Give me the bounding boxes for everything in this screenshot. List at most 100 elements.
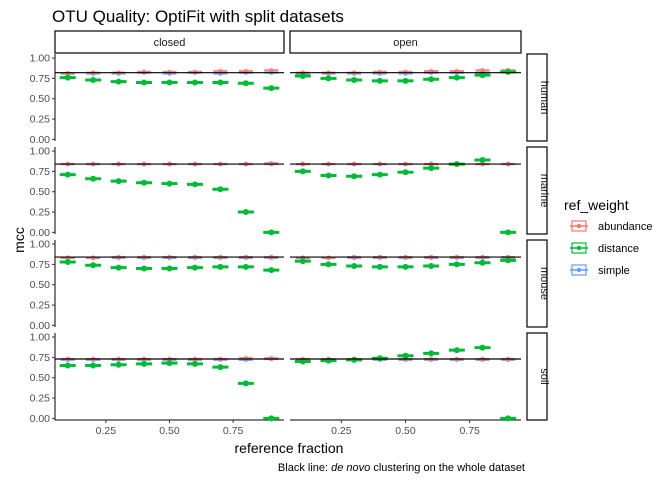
point-distance-dot: [64, 258, 71, 265]
y-tick-label: 1.00: [30, 332, 51, 344]
y-tick-label: 0.25: [30, 300, 51, 312]
legend-label-distance: distance: [598, 243, 639, 255]
point-distance-dot: [376, 171, 383, 178]
point-distance-dot: [299, 72, 306, 79]
point-distance-dot: [351, 77, 358, 84]
point-distance-dot: [141, 79, 148, 86]
x-axis-title: reference fraction: [235, 440, 344, 456]
caption-suffix: clustering on the whole dataset: [370, 462, 525, 474]
y-tick-label: 0.50: [30, 186, 51, 198]
point-distance-dot: [268, 415, 275, 422]
strip-row-soil: [526, 332, 548, 421]
legend-key-dot-abundance: [576, 223, 582, 229]
point-distance-dot: [90, 362, 97, 369]
point-distance-dot: [191, 264, 198, 271]
point-distance-dot: [505, 415, 512, 422]
strip-row-label-marine: marine: [538, 174, 550, 208]
x-tick-label: 0.50: [159, 425, 180, 437]
point-abundance-dot: [141, 69, 147, 75]
point-distance-dot: [115, 361, 122, 368]
y-axis-title: mcc: [11, 227, 27, 253]
caption: Black line: de novo clustering on the wh…: [278, 462, 525, 474]
point-distance-dot: [428, 350, 435, 357]
point-distance-dot: [428, 165, 435, 172]
strip-row-marine: [526, 146, 548, 235]
point-distance-dot: [90, 175, 97, 182]
panel-closed-soil: [55, 355, 284, 422]
point-distance-dot: [141, 179, 148, 186]
point-distance-dot: [402, 263, 409, 270]
point-distance-dot: [479, 72, 486, 79]
y-tick-label: 0.75: [30, 166, 51, 178]
strip-row-mouse: [526, 239, 548, 328]
x-tick-label: 0.75: [459, 425, 480, 437]
point-abundance-dot: [243, 355, 249, 361]
strip-row-label-soil: soil: [538, 368, 550, 385]
point-distance-dot: [505, 68, 512, 75]
panel-closed-human: [55, 67, 284, 92]
panel-open-marine: [290, 157, 521, 236]
legend-keys: abundance distance simple: [568, 217, 652, 279]
strip-col-label-closed: closed: [154, 37, 186, 49]
point-distance-dot: [64, 362, 71, 369]
point-distance-dot: [64, 74, 71, 81]
y-tick-label: 0.25: [30, 207, 51, 219]
point-distance-dot: [268, 85, 275, 92]
y-tick-label: 0.75: [30, 352, 51, 364]
legend: ref_weight abundance distance simple: [564, 197, 652, 279]
point-distance-dot: [217, 186, 224, 193]
point-distance-dot: [141, 265, 148, 272]
x-tick-label: 0.75: [223, 425, 244, 437]
legend-label-abundance: abundance: [598, 221, 652, 233]
point-distance-dot: [428, 76, 435, 83]
point-abundance-dot: [403, 69, 408, 75]
point-distance-dot: [242, 209, 249, 216]
point-distance-dot: [453, 74, 460, 81]
point-distance-dot: [90, 262, 97, 269]
point-abundance-dot: [90, 255, 96, 261]
legend-label-simple: simple: [598, 265, 630, 277]
point-distance-dot: [166, 265, 173, 272]
point-abundance-dot: [480, 67, 485, 73]
y-tick-label: 0.25: [30, 393, 51, 405]
point-distance-dot: [191, 360, 198, 367]
x-tick-label: 0.25: [96, 425, 117, 437]
panels-layer: closed open human marine mouse soil 0.00 0.25 0.…: [30, 30, 550, 437]
legend-title: ref_weight: [564, 197, 629, 213]
point-distance-dot: [191, 181, 198, 188]
legend-key-box-simple: [571, 264, 587, 276]
point-distance-dot: [325, 172, 332, 179]
strip-row-label-human: human: [538, 81, 550, 115]
panel-open-soil: [290, 344, 521, 422]
x-tick-label: 0.25: [331, 425, 352, 437]
point-distance-dot: [479, 259, 486, 266]
strip-col-open: [289, 30, 522, 54]
point-distance-dot: [402, 169, 409, 176]
legend-key-dot-simple: [576, 267, 582, 273]
point-distance-dot: [325, 75, 332, 82]
point-distance-dot: [90, 77, 97, 84]
point-abundance-dot: [268, 67, 274, 73]
point-distance-dot: [299, 168, 306, 175]
point-distance-dot: [351, 263, 358, 270]
panel-open-mouse: [290, 254, 521, 270]
point-distance-dot: [217, 364, 224, 371]
legend-key-box-abundance: [571, 220, 587, 232]
point-distance-dot: [505, 229, 512, 236]
legend-key-box-distance: [571, 242, 587, 254]
point-abundance-dot: [268, 160, 274, 166]
caption-italic: de novo: [331, 462, 370, 474]
point-distance-dot: [115, 78, 122, 85]
caption-prefix: Black line:: [278, 462, 331, 474]
point-distance-dot: [299, 358, 306, 365]
point-distance-dot: [376, 263, 383, 270]
x-tick-label: 0.50: [395, 425, 416, 437]
point-distance-dot: [505, 257, 512, 264]
panel-open-human: [290, 67, 521, 84]
point-distance-dot: [428, 263, 435, 270]
point-distance-dot: [115, 178, 122, 185]
point-distance-dot: [351, 356, 358, 363]
point-abundance-dot: [192, 69, 198, 75]
strip-col-closed: [54, 30, 285, 54]
